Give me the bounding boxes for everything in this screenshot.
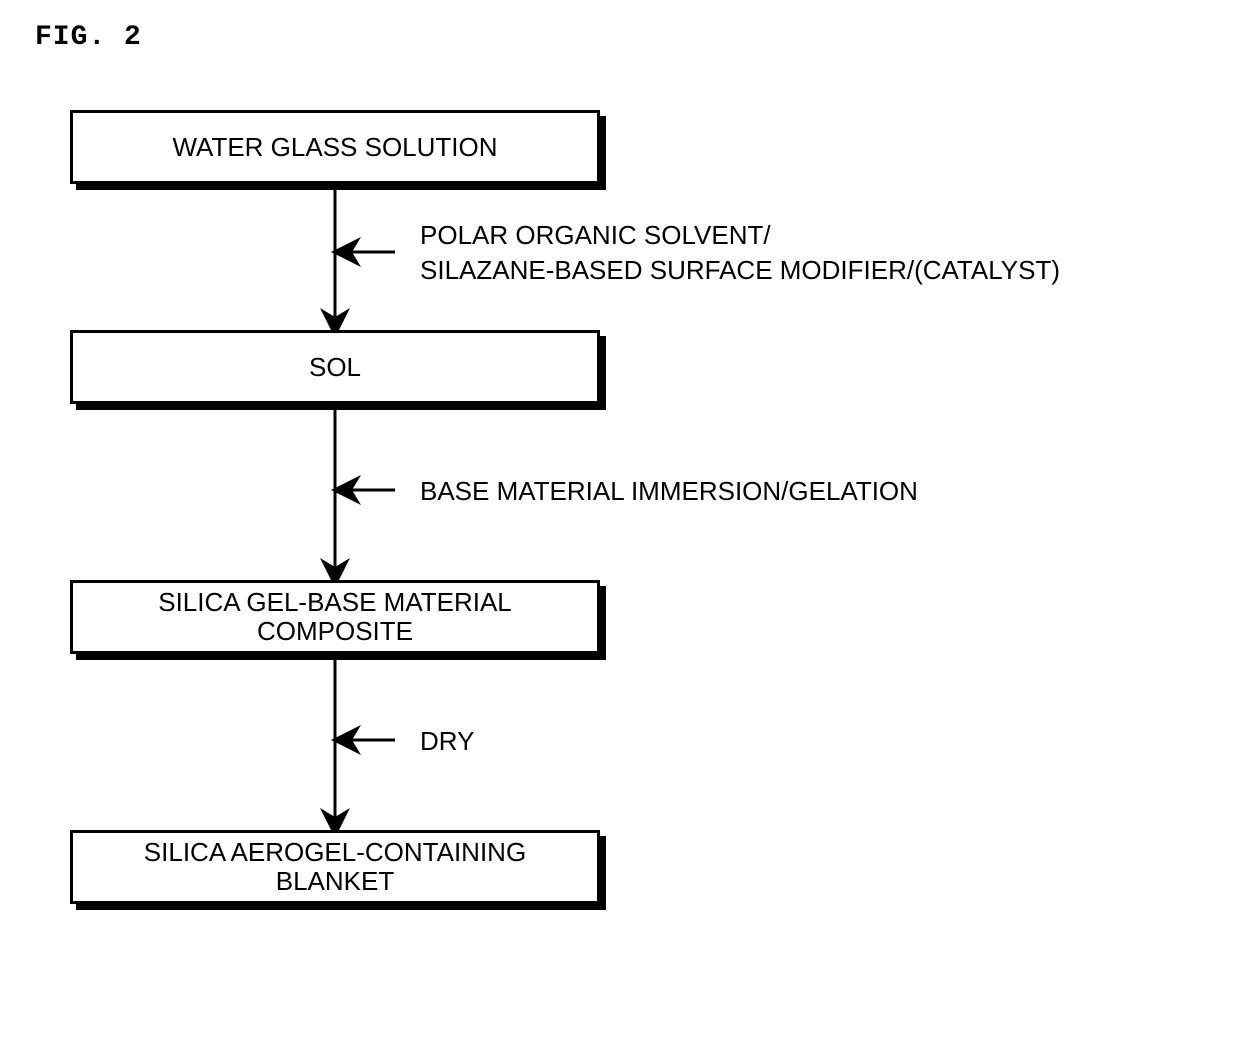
flow-node-n2: SOL: [70, 330, 600, 404]
flow-node-n4: SILICA AEROGEL-CONTAINING BLANKET: [70, 830, 600, 904]
edge-annotation-e3: DRY: [420, 724, 474, 759]
flow-node-n1: WATER GLASS SOLUTION: [70, 110, 600, 184]
figure-canvas: FIG. 2 WATER GLASS SOLUTION SOL SILICA GEL…: [0, 0, 1240, 1041]
flow-node-n3: SILICA GEL-BASE MATERIAL COMPOSITE: [70, 580, 600, 654]
figure-label: FIG. 2: [35, 22, 142, 53]
edge-annotation-e2: BASE MATERIAL IMMERSION/GELATION: [420, 474, 918, 509]
edge-annotation-e1: POLAR ORGANIC SOLVENT/ SILAZANE-BASED SU…: [420, 218, 1060, 288]
